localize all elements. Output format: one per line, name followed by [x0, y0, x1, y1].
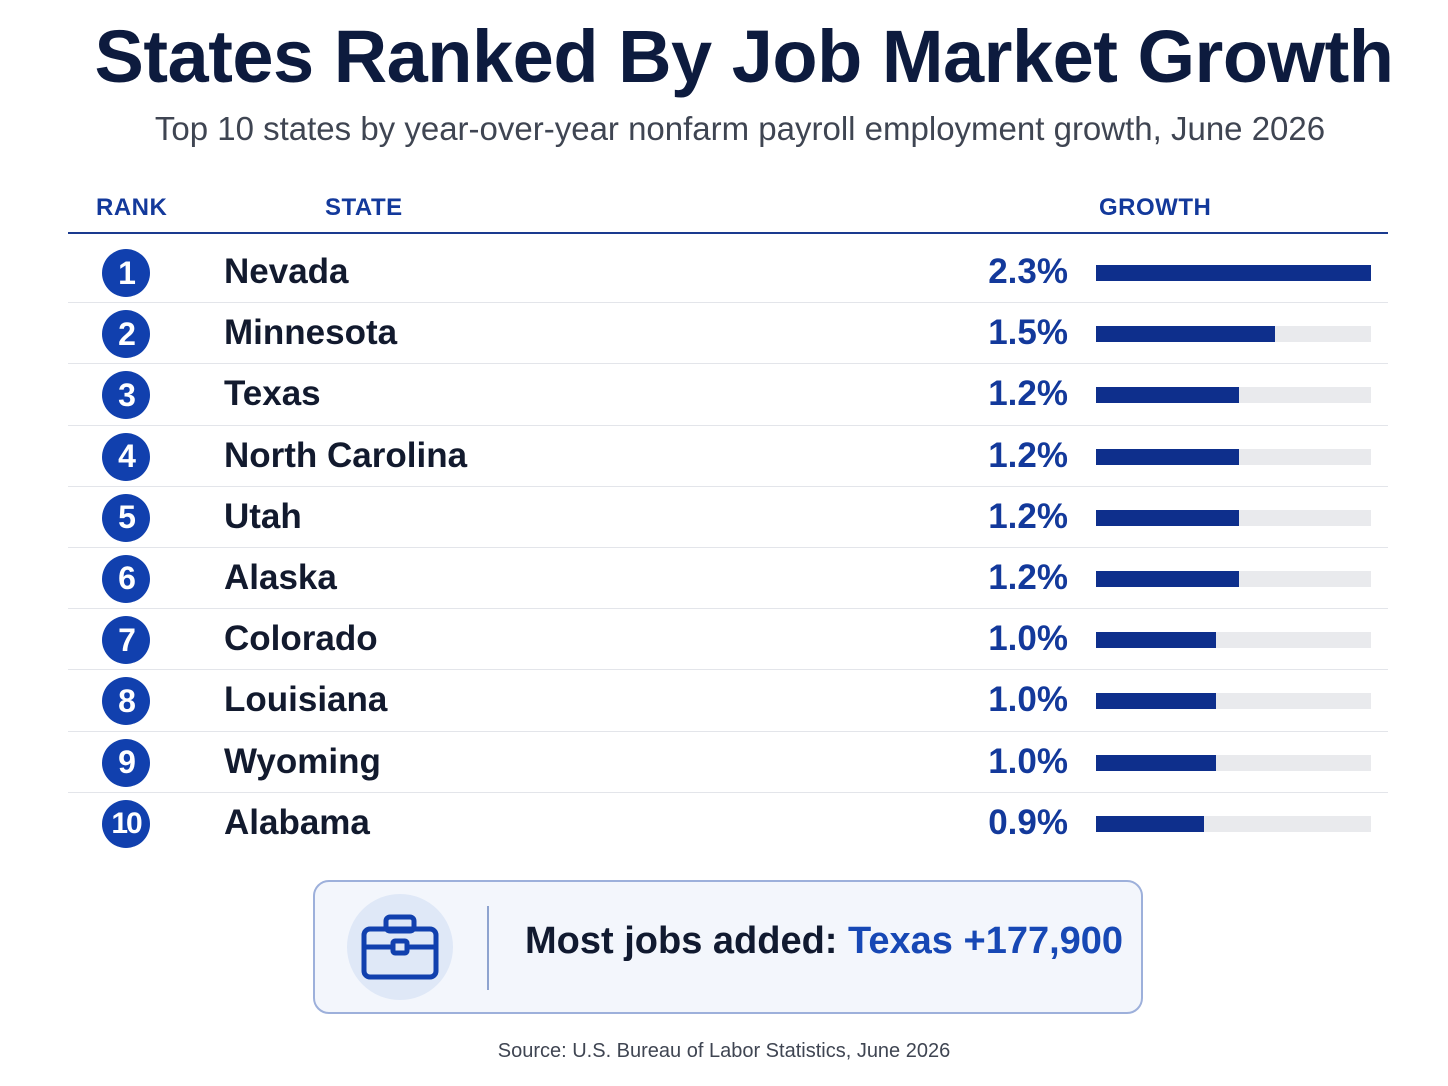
bar-track [1096, 387, 1371, 404]
table-header: RANK STATE GROWTH [68, 190, 1388, 234]
growth-value: 1.0% [988, 680, 1068, 720]
rank-badge: 3 [102, 371, 150, 420]
growth-bar [1096, 265, 1371, 281]
growth-bar [1096, 754, 1216, 771]
callout-highlight: Texas +177,900 [848, 920, 1124, 962]
table-row: 10 Alabama 0.9% [68, 793, 1388, 854]
rank-badge: 7 [102, 616, 150, 665]
table-row: 3 Texas 1.2% [68, 364, 1388, 426]
table-row: 4 North Carolina 1.2% [68, 426, 1388, 487]
table-row: 6 Alaska 1.2% [68, 548, 1388, 610]
bar-track [1096, 754, 1371, 771]
bar-track [1096, 693, 1371, 710]
growth-value: 1.2% [988, 374, 1068, 414]
source-note: Source: U.S. Bureau of Labor Statistics,… [497, 1040, 951, 1062]
state-name: Wyoming [224, 741, 381, 781]
rank-badge: 6 [102, 554, 150, 603]
rank-badge: 4 [102, 432, 150, 481]
table-row: 2 Minnesota 1.5% [68, 303, 1388, 365]
growth-bar [1096, 509, 1240, 526]
state-name: Alaska [224, 557, 337, 597]
growth-bar [1096, 632, 1216, 649]
bar-track [1096, 509, 1371, 526]
state-name: Nevada [224, 252, 349, 291]
rank-badge: 8 [102, 677, 150, 726]
growth-bar [1096, 570, 1240, 587]
growth-bar [1096, 815, 1204, 832]
growth-value: 2.3% [988, 252, 1068, 291]
rank-badge: 10 [102, 799, 150, 848]
growth-value: 1.5% [988, 313, 1068, 353]
callout-label: Most jobs added: [525, 920, 838, 962]
growth-value: 1.2% [988, 496, 1068, 536]
growth-bar [1096, 326, 1276, 343]
state-name: Louisiana [224, 680, 388, 720]
state-column-header: STATE [325, 194, 403, 221]
table-row: 8 Louisiana 1.0% [68, 670, 1388, 732]
growth-bar [1096, 693, 1216, 710]
growth-bar [1096, 448, 1240, 465]
chart-subtitle: Top 10 states by year-over-year nonfarm … [154, 110, 1326, 147]
growth-bar [1096, 387, 1240, 404]
table-row: 5 Utah 1.2% [68, 487, 1388, 548]
briefcase-icon [361, 914, 439, 980]
chart-title: States Ranked By Job Market Growth [94, 15, 1394, 98]
bar-track [1096, 815, 1371, 832]
bar-track [1096, 448, 1371, 465]
table-row: 1 Nevada 2.3% [68, 242, 1388, 304]
bar-track [1096, 632, 1371, 649]
state-name: Texas [224, 374, 321, 414]
growth-value: 1.0% [988, 741, 1068, 781]
growth-value: 1.2% [988, 435, 1068, 475]
table-row: 7 Colorado 1.0% [68, 609, 1388, 671]
growth-column-header: GROWTH [1099, 194, 1212, 221]
most-jobs-callout: Most jobs added: Texas +177,900 [313, 880, 1143, 1014]
state-name: Colorado [224, 619, 378, 659]
bar-track [1096, 265, 1371, 281]
rank-badge: 5 [102, 493, 150, 542]
growth-value: 1.2% [988, 557, 1068, 597]
callout-divider [487, 906, 489, 990]
growth-value: 1.0% [988, 619, 1068, 659]
ranking-table: 1 Nevada 2.3% 2 Minnesota 1.5% 3 Texas 1.2% 4 Nort… [68, 242, 1388, 854]
rank-badge: 9 [102, 738, 150, 787]
rank-badge: 2 [102, 310, 150, 359]
state-name: Utah [224, 496, 302, 536]
rank-column-header: RANK [96, 194, 168, 221]
state-name: Alabama [224, 802, 370, 842]
state-name: North Carolina [224, 435, 468, 475]
bar-track [1096, 326, 1371, 343]
briefcase-icon-circle [347, 894, 453, 1000]
bar-track [1096, 570, 1371, 587]
callout-text: Most jobs added: Texas +177,900 [525, 920, 1123, 963]
state-name: Minnesota [224, 313, 398, 353]
rank-badge: 1 [102, 249, 150, 297]
table-row: 9 Wyoming 1.0% [68, 732, 1388, 793]
growth-value: 0.9% [988, 802, 1068, 842]
